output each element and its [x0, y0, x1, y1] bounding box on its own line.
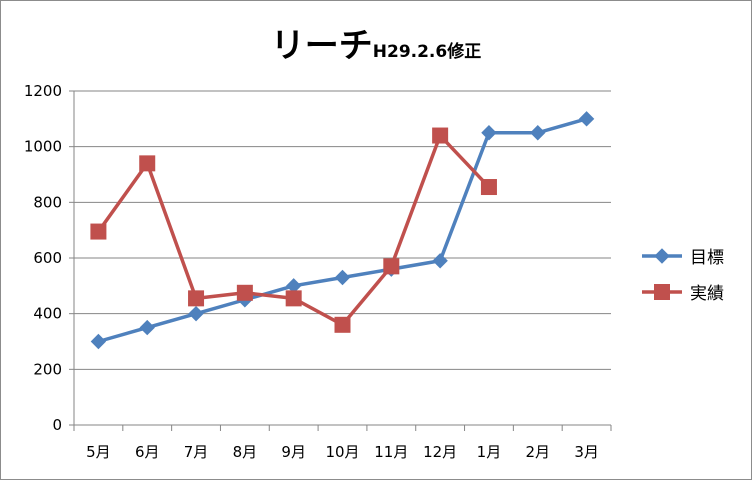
- y-tick-label: 1000: [24, 138, 62, 156]
- data-point: [285, 290, 302, 307]
- chart-title: リーチH29.2.6修正: [0, 18, 752, 67]
- data-point: [383, 258, 400, 275]
- x-tick-label: 7月: [184, 443, 209, 461]
- data-point: [481, 125, 497, 141]
- data-point: [334, 269, 351, 286]
- y-tick-label: 400: [33, 305, 62, 323]
- chart-title-sub: H29.2.6修正: [372, 42, 482, 62]
- data-point: [139, 155, 156, 172]
- data-point: [334, 316, 351, 333]
- x-tick-label: 10月: [325, 443, 359, 461]
- x-tick-label: 1月: [477, 443, 502, 461]
- legend-item-0: 目標: [642, 248, 724, 268]
- x-tick-label: 3月: [574, 443, 599, 461]
- data-point: [432, 253, 448, 269]
- series-1: [90, 127, 497, 333]
- x-tick-label: 6月: [135, 443, 160, 461]
- legend-label: 目標: [690, 248, 724, 268]
- data-point: [90, 333, 107, 350]
- y-tick-label: 800: [33, 193, 62, 211]
- y-tick-label: 200: [33, 360, 62, 378]
- data-point: [432, 127, 449, 144]
- chart-title-main: リーチ: [270, 26, 373, 66]
- x-tick-label: 12月: [423, 443, 457, 461]
- y-tick-label: 600: [33, 249, 62, 267]
- data-point: [139, 319, 155, 336]
- data-point: [530, 125, 546, 141]
- data-point: [236, 284, 253, 301]
- data-point: [188, 290, 205, 307]
- y-tick-label: 0: [52, 416, 62, 434]
- legend-item-1: 実績: [642, 284, 724, 304]
- data-point: [654, 284, 670, 300]
- x-tick-labels: 5月 6月 7月 8月 9月 10月 11月 12月 1月 2月 3月: [86, 443, 599, 461]
- data-point: [578, 111, 595, 127]
- x-tick-label: 2月: [525, 443, 550, 461]
- y-tick-labels: 0 200 400 600 800 1000 1200: [24, 82, 62, 434]
- legend-label: 実績: [690, 284, 724, 304]
- axes: [69, 90, 612, 431]
- data-point: [188, 305, 204, 322]
- series-group: [90, 111, 595, 350]
- x-tick-label: 5月: [86, 443, 111, 461]
- y-tick-label: 1200: [24, 82, 62, 100]
- series-0: [90, 111, 595, 350]
- x-tick-label: 8月: [233, 443, 258, 461]
- data-point: [654, 248, 670, 264]
- data-point: [90, 223, 107, 240]
- data-point: [480, 179, 497, 196]
- x-tick-label: 11月: [374, 443, 408, 461]
- gridlines: [74, 90, 611, 370]
- x-tick-label: 9月: [281, 443, 306, 461]
